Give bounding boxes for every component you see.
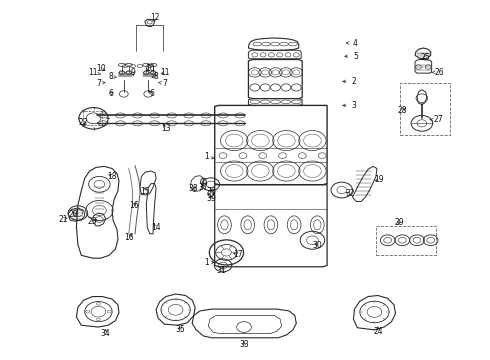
Text: 36: 36 [207, 187, 217, 196]
Text: 25: 25 [421, 53, 431, 62]
Bar [376, 226, 436, 255]
Text: 23: 23 [88, 217, 98, 226]
Bar [83, 111, 102, 126]
Text: 9: 9 [130, 68, 135, 77]
Text: 27: 27 [430, 115, 443, 124]
Text: 13: 13 [161, 123, 171, 132]
Text: 7: 7 [159, 79, 167, 88]
Text: 8: 8 [108, 72, 116, 81]
Text: 18: 18 [107, 172, 117, 181]
Text: 38: 38 [189, 184, 198, 193]
Text: 10: 10 [96, 64, 106, 73]
Text: 16: 16 [129, 201, 138, 210]
Text: 37: 37 [198, 183, 208, 192]
Text: 39: 39 [207, 194, 217, 203]
Text: 15: 15 [140, 187, 149, 196]
Text: 34: 34 [101, 329, 111, 338]
Text: 31: 31 [217, 266, 226, 275]
Text: 11: 11 [161, 68, 170, 77]
Text: 16: 16 [124, 233, 133, 242]
Text: 24: 24 [373, 327, 383, 336]
Text: 19: 19 [374, 175, 384, 184]
Text: 14: 14 [151, 223, 161, 232]
Text: 6: 6 [108, 89, 113, 98]
Text: 8: 8 [152, 72, 158, 81]
Text: 30: 30 [313, 241, 322, 250]
Text: 35: 35 [175, 325, 185, 334]
Text: 17: 17 [233, 250, 243, 259]
Text: 29: 29 [394, 218, 404, 227]
Text: 4: 4 [346, 39, 358, 48]
Text: 3: 3 [343, 101, 356, 110]
Text: 26: 26 [432, 68, 444, 77]
Text: 1: 1 [204, 258, 214, 267]
Text: 28: 28 [397, 105, 407, 114]
Text: 21: 21 [58, 215, 68, 224]
Text: 6: 6 [149, 89, 155, 98]
Text: 33: 33 [239, 340, 249, 349]
Text: 7: 7 [96, 79, 105, 88]
Text: 5: 5 [345, 52, 358, 61]
Text: 12: 12 [150, 13, 159, 22]
Text: 32: 32 [345, 189, 355, 198]
Text: 20: 20 [68, 210, 78, 219]
Bar [400, 83, 450, 135]
Text: 10: 10 [145, 64, 154, 73]
Text: 22: 22 [78, 118, 88, 127]
Text: 11: 11 [88, 68, 100, 77]
Text: 1: 1 [204, 152, 214, 161]
Text: 2: 2 [343, 77, 356, 86]
